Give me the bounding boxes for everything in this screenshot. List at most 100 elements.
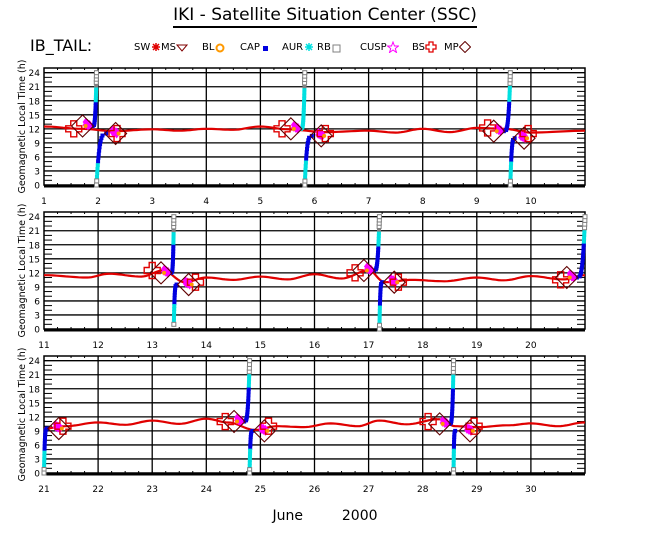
cap-marker bbox=[116, 131, 121, 136]
aur-marker bbox=[170, 266, 175, 271]
aur-marker bbox=[94, 83, 99, 88]
aur-marker bbox=[506, 112, 511, 117]
aur-marker bbox=[170, 264, 175, 269]
aur-marker bbox=[172, 290, 177, 295]
chart-title: IKI - Satellite Situation Center (SSC) bbox=[0, 5, 650, 28]
y-axis-label: Geomagnetic Local Time (h) bbox=[17, 348, 28, 482]
aur-marker bbox=[172, 304, 177, 309]
aur-marker bbox=[509, 161, 514, 166]
aur-marker bbox=[248, 437, 253, 442]
aur-marker bbox=[104, 131, 109, 136]
aur-marker bbox=[247, 376, 252, 381]
aur-marker bbox=[93, 95, 98, 100]
aur-marker bbox=[95, 163, 100, 168]
aur-marker bbox=[42, 438, 47, 443]
x-tick-label: 7 bbox=[366, 197, 372, 207]
aur-marker bbox=[245, 407, 250, 412]
aur-marker bbox=[98, 142, 103, 147]
aur-marker bbox=[173, 288, 178, 293]
aur-marker bbox=[378, 298, 383, 303]
aur-marker bbox=[245, 404, 250, 409]
ms-trace bbox=[43, 125, 586, 134]
aur-marker bbox=[248, 442, 253, 447]
cusp-marker bbox=[302, 178, 308, 184]
x-tick-label: 23 bbox=[146, 485, 157, 495]
mp-marker bbox=[419, 412, 437, 431]
cap-marker bbox=[189, 282, 194, 287]
aur-marker bbox=[305, 143, 310, 148]
aur-marker bbox=[505, 124, 510, 129]
aur-marker bbox=[377, 305, 382, 310]
aur-marker bbox=[578, 270, 583, 275]
aur-marker bbox=[507, 97, 512, 102]
cap-marker bbox=[440, 421, 445, 426]
aur-marker bbox=[580, 255, 585, 260]
aur-marker bbox=[303, 175, 308, 180]
aur-marker bbox=[508, 168, 513, 173]
aur-marker bbox=[580, 258, 585, 263]
diamond-marker bbox=[352, 258, 376, 283]
cap-marker bbox=[291, 126, 296, 131]
cusp-marker bbox=[582, 214, 588, 220]
legend-triangle-down-icon bbox=[175, 44, 189, 52]
aur-marker bbox=[246, 390, 251, 395]
aur-marker bbox=[451, 464, 456, 469]
aur-marker bbox=[452, 440, 457, 445]
aur-marker bbox=[249, 430, 254, 435]
cusp-marker bbox=[302, 182, 308, 188]
aur-marker bbox=[43, 432, 48, 437]
legend-circle-star-icon bbox=[215, 43, 225, 53]
y-tick-label: 3 bbox=[34, 167, 40, 177]
aur-marker bbox=[97, 148, 102, 153]
aur-marker bbox=[451, 448, 456, 453]
legend-label: MP bbox=[444, 42, 459, 53]
x-tick-label: 6 bbox=[312, 197, 318, 207]
y-tick-label: 21 bbox=[29, 371, 40, 381]
aur-marker bbox=[302, 90, 307, 95]
aur-marker bbox=[307, 135, 312, 140]
panel-3: 0 3 6 9 12 15 18 21 24 21 22 23 24 25 26 27 28 29 30 Geomag… bbox=[17, 348, 586, 495]
cusp-marker bbox=[93, 70, 99, 76]
aur-marker bbox=[581, 246, 586, 251]
mp-marker bbox=[389, 273, 408, 291]
orbit-pass bbox=[65, 70, 128, 188]
cap-marker bbox=[470, 428, 475, 433]
aur-marker bbox=[248, 451, 253, 456]
aur-marker bbox=[42, 450, 47, 455]
y-tick-label: 18 bbox=[29, 241, 41, 251]
y-tick-label: 3 bbox=[34, 455, 40, 465]
y-tick-label: 0 bbox=[34, 470, 40, 480]
aur-marker bbox=[171, 316, 176, 321]
legend-label: RB bbox=[317, 42, 331, 53]
diamond-marker bbox=[222, 409, 246, 434]
orbit-pass bbox=[551, 214, 588, 290]
aur-marker bbox=[95, 170, 100, 175]
aur-marker bbox=[450, 406, 455, 411]
x-tick-label: 17 bbox=[363, 341, 374, 351]
aur-marker bbox=[246, 393, 251, 398]
x-tick-label: 1 bbox=[41, 197, 47, 207]
cap-marker bbox=[83, 124, 88, 129]
aur-marker bbox=[42, 463, 47, 468]
aur-marker bbox=[375, 260, 380, 265]
aur-marker bbox=[450, 391, 455, 396]
aur-marker bbox=[248, 445, 253, 450]
aur-marker bbox=[304, 156, 309, 161]
aur-marker bbox=[93, 101, 98, 106]
x-tick-label: 11 bbox=[38, 341, 49, 351]
cap-marker bbox=[494, 129, 499, 134]
aur-marker bbox=[246, 380, 251, 385]
cap-marker bbox=[265, 428, 270, 433]
y-tick-label: 12 bbox=[29, 125, 40, 135]
aur-marker bbox=[98, 138, 103, 143]
cusp-marker bbox=[507, 70, 513, 76]
aur-marker bbox=[377, 227, 382, 232]
orbit-pass bbox=[478, 70, 537, 188]
y-tick-label: 6 bbox=[34, 441, 40, 451]
aur-marker bbox=[96, 159, 101, 164]
aur-marker bbox=[303, 167, 308, 172]
y-tick-label: 0 bbox=[34, 182, 40, 192]
mp-marker bbox=[186, 273, 205, 291]
x-tick-label: 27 bbox=[363, 485, 374, 495]
